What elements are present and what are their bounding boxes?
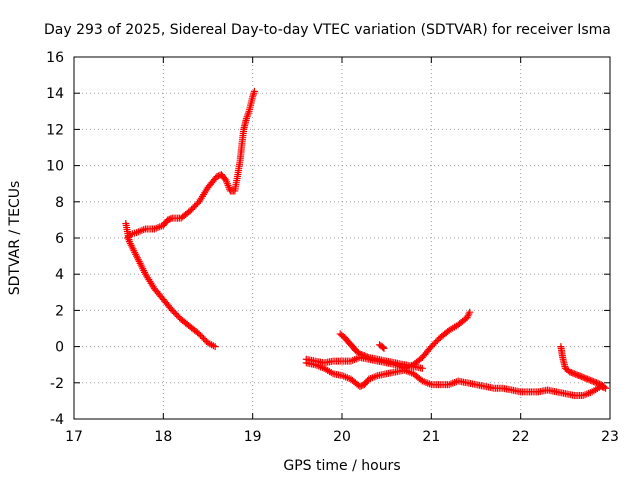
x-tick-labels: 17 18 19 20 21 22 23 — [65, 429, 619, 445]
data-point — [591, 378, 599, 386]
data-point — [567, 369, 575, 377]
y-tick-label: 16 — [46, 50, 64, 66]
x-tick-label: 20 — [333, 429, 351, 445]
data-point — [186, 207, 194, 215]
data-point — [576, 372, 584, 380]
x-tick-label: 23 — [601, 429, 619, 445]
y-tick-labels: -4 -2 0 2 4 6 8 10 12 14 16 — [46, 50, 64, 428]
y-tick-label: 10 — [46, 159, 64, 175]
series-pass-6 — [557, 343, 608, 390]
x-tick-label: 22 — [512, 429, 530, 445]
data-point — [173, 311, 181, 319]
data-point — [170, 308, 178, 316]
y-tick-label: -4 — [50, 412, 64, 428]
x-axis-label: GPS time / hours — [283, 458, 400, 474]
data-point — [164, 216, 172, 224]
data-point — [211, 343, 219, 351]
y-tick-label: 0 — [55, 340, 64, 356]
data-point — [430, 340, 438, 348]
data-point — [380, 344, 388, 352]
data-point — [433, 337, 441, 345]
data-point — [192, 201, 200, 209]
data-point — [357, 350, 365, 358]
data-point — [379, 344, 387, 352]
data-point — [566, 368, 574, 376]
y-tick-label: 14 — [46, 86, 64, 102]
data-point — [590, 378, 598, 386]
data-point — [356, 350, 364, 358]
data-point — [581, 374, 589, 382]
data-point — [195, 330, 203, 338]
data-point — [208, 341, 216, 349]
data-point — [360, 352, 368, 360]
data-point — [465, 310, 473, 318]
data-point — [197, 331, 205, 339]
data-point — [578, 373, 586, 381]
data-point — [585, 376, 593, 384]
series-pass-1-falling — [122, 220, 219, 351]
data-point — [427, 343, 435, 351]
data-point — [362, 352, 370, 360]
data-point — [198, 333, 206, 341]
y-axis-label: SDTVAR / TECUs — [7, 181, 23, 296]
data-point — [587, 376, 595, 384]
plot-frame — [73, 56, 611, 420]
data-point — [356, 382, 364, 390]
data-point — [201, 336, 209, 344]
data-point — [363, 353, 371, 361]
data-point — [573, 371, 581, 379]
data-points — [122, 87, 610, 399]
data-point — [593, 379, 601, 387]
series-pass-5 — [376, 341, 388, 352]
data-point — [189, 204, 197, 212]
data-point — [167, 215, 175, 223]
data-point — [359, 351, 367, 359]
series-pass-4 — [336, 330, 426, 372]
data-point — [429, 341, 437, 349]
y-tick-label: 6 — [55, 231, 64, 247]
data-point — [584, 375, 592, 383]
data-point — [432, 338, 440, 346]
data-point — [572, 370, 580, 378]
y-tick-label: 4 — [55, 267, 64, 283]
data-point — [174, 312, 182, 320]
data-point — [594, 379, 602, 387]
data-point — [598, 382, 606, 390]
data-point — [165, 215, 173, 223]
data-point — [250, 87, 258, 95]
data-point — [188, 205, 196, 213]
data-point — [600, 382, 608, 390]
data-point — [191, 202, 199, 210]
data-point — [200, 334, 208, 342]
grid — [74, 57, 610, 419]
data-point — [570, 370, 578, 378]
data-point — [466, 308, 474, 316]
data-point — [357, 382, 365, 390]
data-point — [575, 372, 583, 380]
y-tick-label: 8 — [55, 195, 64, 211]
chart-title: Day 293 of 2025, Sidereal Day-to-day VTE… — [44, 22, 611, 38]
data-point — [582, 375, 590, 383]
series-pass-1-rising — [124, 87, 258, 242]
y-tick-label: -2 — [50, 376, 64, 392]
data-point — [569, 369, 577, 377]
data-point — [588, 377, 596, 385]
series-pass-2 — [302, 359, 610, 399]
x-tick-label: 17 — [65, 429, 83, 445]
data-point — [579, 373, 587, 381]
x-tick-label: 18 — [154, 429, 172, 445]
x-tick-label: 19 — [244, 429, 262, 445]
y-tick-label: 12 — [46, 122, 64, 138]
y-tick-label: 2 — [55, 303, 64, 319]
x-tick-label: 21 — [422, 429, 440, 445]
data-point — [418, 364, 426, 372]
axis-ticks — [73, 56, 611, 420]
data-point — [171, 309, 179, 317]
data-point — [168, 306, 176, 314]
